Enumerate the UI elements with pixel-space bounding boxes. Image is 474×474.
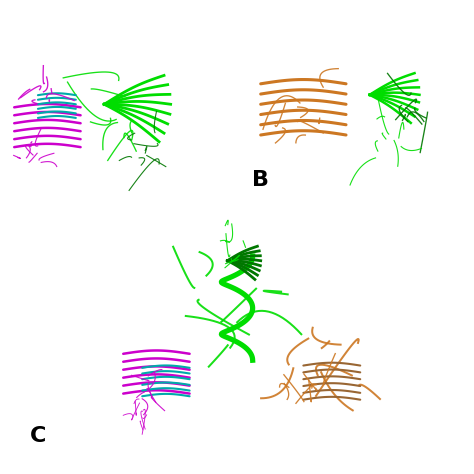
Text: B: B xyxy=(252,170,269,190)
Text: C: C xyxy=(30,426,46,446)
